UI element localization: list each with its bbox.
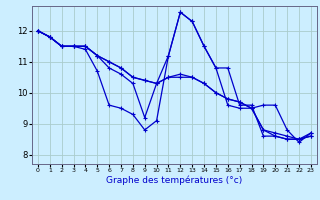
X-axis label: Graphe des températures (°c): Graphe des températures (°c) xyxy=(106,176,243,185)
